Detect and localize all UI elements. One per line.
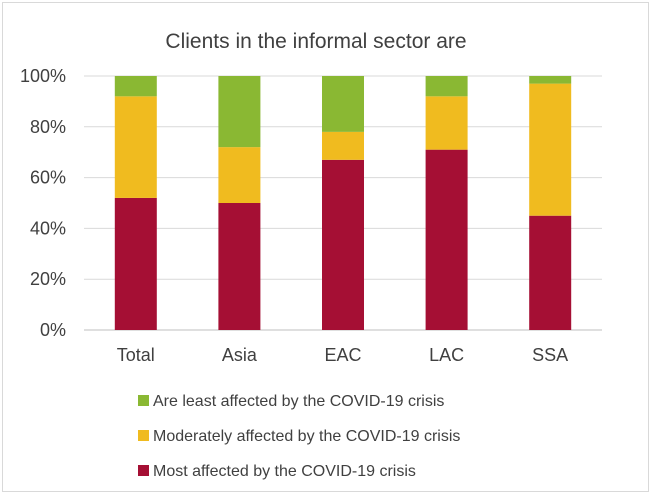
legend-label: Are least affected by the COVID-19 crisi… [153,393,444,410]
y-tick-label: 100% [20,66,66,86]
bar-segment-total-s1 [114,96,157,198]
x-tick-label: LAC [429,345,464,365]
legend: Are least affected by the COVID-19 crisi… [138,393,460,480]
x-axis-ticks: Total Asia EAC LAC SSA [117,345,568,365]
bar-segment-eac-s0 [322,159,364,330]
y-tick-label: 80% [30,117,66,137]
y-tick-label: 0% [40,320,66,340]
legend-swatch [138,430,149,441]
x-tick-label: SSA [532,345,568,365]
bar-segment-asia-s0 [218,203,261,330]
bar-segment-lac-s1 [425,96,468,150]
x-tick-label: Asia [222,345,258,365]
bar-segment-eac-s2 [322,76,364,132]
legend-label: Most affected by the COVID-19 crisis [153,463,416,480]
bar-segment-lac-s2 [425,76,468,97]
bar-segment-ssa-s2 [529,76,572,84]
legend-swatch [138,395,149,406]
y-tick-label: 40% [30,218,66,238]
bar-segment-ssa-s0 [529,215,572,330]
bar-segment-total-s2 [114,76,157,97]
bar-segment-lac-s0 [425,149,468,330]
y-axis-ticks: 0% 20% 40% 60% 80% 100% [20,66,66,340]
y-tick-label: 60% [30,168,66,188]
legend-swatch [138,465,149,476]
x-tick-label: Total [117,345,155,365]
bar-segment-asia-s2 [218,76,261,148]
bar-segment-eac-s1 [322,131,364,160]
legend-label: Moderately affected by the COVID-19 cris… [153,428,460,445]
bars [114,76,572,330]
chart-title: Clients in the informal sector are [165,30,466,53]
bar-segment-ssa-s1 [529,83,572,216]
bar-segment-total-s0 [114,197,157,330]
bar-segment-asia-s1 [218,147,261,203]
x-tick-label: EAC [324,345,361,365]
y-tick-label: 20% [30,269,66,289]
